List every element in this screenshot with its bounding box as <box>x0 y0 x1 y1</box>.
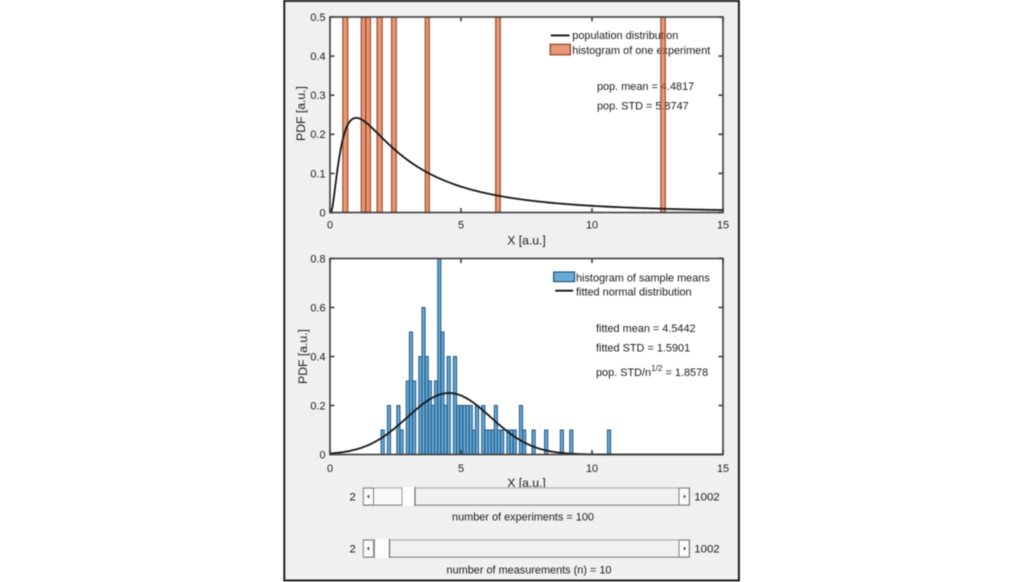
svg-text:0.1: 0.1 <box>310 168 325 180</box>
svg-text:1002: 1002 <box>694 544 719 556</box>
svg-text:2: 2 <box>349 544 355 556</box>
svg-text:10: 10 <box>586 463 598 475</box>
svg-text:number of experiments = 100: number of experiments = 100 <box>452 511 594 523</box>
svg-text:0: 0 <box>327 220 333 232</box>
svg-text:number of measurements (n) = 1: number of measurements (n) = 10 <box>447 565 612 577</box>
svg-text:pop. STD/n1/2 = 1.8578: pop. STD/n1/2 = 1.8578 <box>596 364 708 379</box>
svg-text:0.2: 0.2 <box>310 129 325 141</box>
svg-text:0.8: 0.8 <box>310 253 325 265</box>
svg-text:0: 0 <box>319 449 325 461</box>
svg-text:0.2: 0.2 <box>310 400 325 412</box>
svg-text:fitted STD = 1.5901: fitted STD = 1.5901 <box>596 342 690 354</box>
svg-text:pop. STD = 5.8747: pop. STD = 5.8747 <box>597 100 689 112</box>
svg-text:0.6: 0.6 <box>310 302 325 314</box>
svg-text:5: 5 <box>458 220 464 232</box>
svg-text:0.4: 0.4 <box>310 51 325 63</box>
svg-text:0.4: 0.4 <box>310 351 325 363</box>
svg-text:2: 2 <box>349 492 355 504</box>
svg-text:histogram of sample means: histogram of sample means <box>576 273 710 285</box>
svg-text:1002: 1002 <box>694 492 719 504</box>
svg-text:fitted normal distribution: fitted normal distribution <box>576 286 692 298</box>
svg-text:population distribution: population distribution <box>572 30 678 42</box>
svg-text:0: 0 <box>319 207 325 219</box>
svg-text:PDF [a.u.]: PDF [a.u.] <box>296 329 310 384</box>
svg-text:pop. mean = 4.4817: pop. mean = 4.4817 <box>597 81 694 93</box>
svg-text:0.3: 0.3 <box>310 90 325 102</box>
svg-text:histogram of one experiment: histogram of one experiment <box>572 45 710 57</box>
svg-text:15: 15 <box>717 463 729 475</box>
svg-text:10: 10 <box>586 220 598 232</box>
svg-text:5: 5 <box>458 463 464 475</box>
svg-text:X [a.u.]: X [a.u.] <box>507 476 546 490</box>
svg-text:0.5: 0.5 <box>310 12 325 24</box>
svg-text:PDF [a.u.]: PDF [a.u.] <box>294 86 308 141</box>
svg-text:0: 0 <box>327 463 333 475</box>
svg-text:X [a.u.]: X [a.u.] <box>507 233 546 247</box>
svg-text:15: 15 <box>717 220 729 232</box>
svg-text:fitted mean = 4.5442: fitted mean = 4.5442 <box>596 323 696 335</box>
